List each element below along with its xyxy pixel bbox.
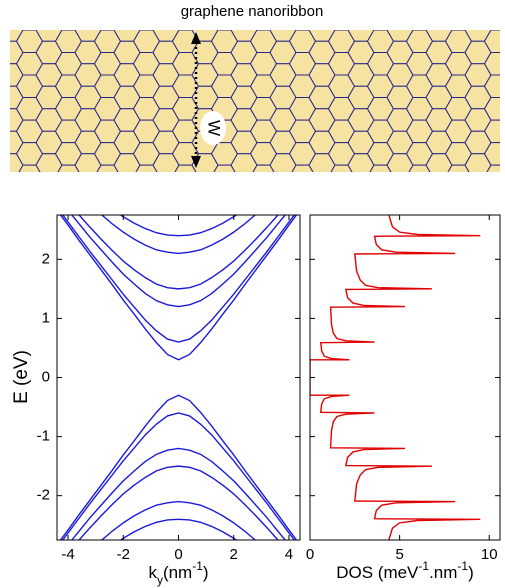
hexagon: [231, 176, 257, 199]
x-tick-label: 5: [395, 546, 403, 563]
hexagon: [348, 176, 374, 199]
y-axis-label: E (eV): [11, 350, 32, 404]
curve: [57, 413, 300, 548]
plot-area: [310, 215, 480, 540]
x-tick-label: 4: [285, 546, 293, 563]
hexagon: [153, 0, 179, 19]
hexagon: [270, 176, 296, 199]
hexagon: [387, 176, 413, 199]
hexagon: [75, 176, 101, 199]
hexagon: [114, 0, 140, 19]
hexagon: [0, 176, 23, 199]
hexagon: [173, 188, 199, 211]
y-tick-label: -1: [37, 428, 50, 445]
y-tick-label: 0: [42, 368, 50, 385]
hexagon: [309, 176, 335, 199]
hexagon: [17, 8, 43, 31]
hexagon: [387, 0, 413, 19]
hexagon: [446, 188, 472, 211]
hexagon: [329, 8, 355, 31]
x-tick-label: 2: [230, 546, 238, 563]
hexagon: [56, 188, 82, 211]
label-part: .nm: [429, 563, 457, 582]
curve: [57, 189, 300, 289]
x-tick-label: -2: [117, 546, 130, 563]
label-part: ): [468, 563, 474, 582]
label-part: (nm: [163, 563, 192, 582]
curve: [310, 215, 480, 540]
hexagon: [465, 176, 491, 199]
lattice: [0, 0, 505, 210]
width-label: W: [205, 120, 224, 136]
label-part: -1: [457, 559, 468, 573]
hexagon: [368, 8, 394, 31]
x-axis-label: ky(nm-1): [148, 559, 208, 587]
hexagon: [56, 8, 82, 31]
hexagon: [426, 0, 452, 19]
y-tick-label: -2: [37, 487, 50, 504]
x-tick-label: 0: [174, 546, 182, 563]
x-tick-label: 10: [481, 546, 498, 563]
hexagon: [407, 8, 433, 31]
hexagon: [485, 8, 505, 31]
x-axis-label: DOS (meV-1.nm-1): [336, 559, 474, 582]
hexagon: [153, 176, 179, 199]
hexagon: [426, 176, 452, 199]
hexagon: [134, 188, 160, 211]
hexagon: [407, 188, 433, 211]
figure: graphene nanoribbon W E (eV) -4 -2 0 2 4 -2 -1…: [0, 0, 505, 588]
hexagon: [95, 8, 121, 31]
label-part: -1: [418, 559, 429, 573]
hexagon: [446, 8, 472, 31]
curve: [57, 207, 300, 342]
hexagon: [114, 176, 140, 199]
hexagon: [251, 188, 277, 211]
hexagon: [134, 8, 160, 31]
hexagon: [368, 188, 394, 211]
x-tick-label: -4: [61, 546, 74, 563]
curve: [57, 448, 300, 558]
label-part: DOS (meV: [336, 563, 419, 582]
label-part: ): [203, 563, 209, 582]
y-tick-label: 2: [42, 250, 50, 267]
hexagon: [36, 0, 62, 19]
axes-box: [310, 215, 500, 540]
ribbon-title: graphene nanoribbon: [181, 3, 324, 20]
hexagon: [75, 0, 101, 19]
hexagon: [485, 188, 505, 211]
axes-box: [57, 215, 300, 540]
hexagon: [36, 176, 62, 199]
curve: [57, 210, 300, 359]
hexagon: [192, 176, 218, 199]
hexagon: [17, 188, 43, 211]
y-tick-label: 1: [42, 309, 50, 326]
curve: [57, 395, 300, 544]
hexagon: [212, 188, 238, 211]
hexagon: [329, 188, 355, 211]
x-tick-label: 0: [306, 546, 314, 563]
curve: [57, 197, 300, 307]
hexagon: [0, 0, 23, 19]
label-part: -1: [192, 559, 203, 573]
hexagon: [95, 188, 121, 211]
hexagon: [290, 188, 316, 211]
hexagon: [465, 0, 491, 19]
hexagon: [348, 0, 374, 19]
plot-area: [57, 159, 300, 588]
